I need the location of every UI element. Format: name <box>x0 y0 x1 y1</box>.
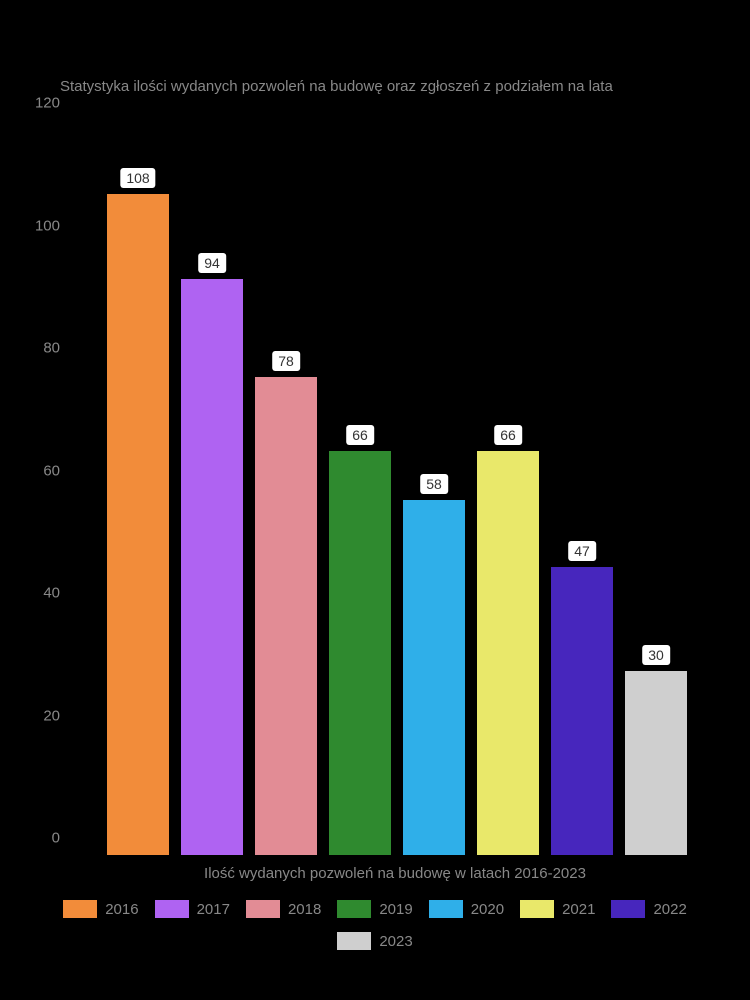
x-axis-label: Ilość wydanych pozwoleń na budowę w lata… <box>85 865 705 882</box>
bar-value-label: 78 <box>272 351 300 371</box>
bar: 58 <box>403 500 465 855</box>
legend-label: 2016 <box>105 901 138 918</box>
legend-label: 2017 <box>197 901 230 918</box>
bar: 66 <box>329 451 391 855</box>
y-tick-label: 0 <box>52 830 60 847</box>
legend-label: 2020 <box>471 901 504 918</box>
legend-label: 2019 <box>379 901 412 918</box>
legend-label: 2018 <box>288 901 321 918</box>
bar-value-label: 94 <box>198 253 226 273</box>
bar-value-label: 47 <box>568 541 596 561</box>
bar-value-label: 58 <box>420 474 448 494</box>
legend-label: 2021 <box>562 901 595 918</box>
bar-value-label: 66 <box>346 425 374 445</box>
chart-plot-area: 020406080100120 10894786658664730 Ilość … <box>85 120 705 855</box>
legend-item: 2023 <box>337 932 412 950</box>
legend-label: 2023 <box>379 933 412 950</box>
y-tick-label: 80 <box>43 340 60 357</box>
legend-item: 2021 <box>520 900 595 918</box>
bar-value-label: 108 <box>120 168 155 188</box>
y-tick-label: 20 <box>43 707 60 724</box>
legend-swatch <box>429 900 463 918</box>
legend-item: 2022 <box>611 900 686 918</box>
bar: 78 <box>255 377 317 855</box>
legend-item: 2019 <box>337 900 412 918</box>
bars-container: 10894786658664730 <box>85 120 705 855</box>
y-tick-label: 100 <box>35 217 60 234</box>
legend-swatch <box>246 900 280 918</box>
legend: 2016 2017 2018 2019 2020 2021 2022 2023 <box>0 900 750 950</box>
legend-label: 2022 <box>653 901 686 918</box>
bar-value-label: 66 <box>494 425 522 445</box>
legend-item: 2020 <box>429 900 504 918</box>
chart-title: Statystyka ilości wydanych pozwoleń na b… <box>60 78 613 95</box>
bar: 30 <box>625 671 687 855</box>
bar-value-label: 30 <box>642 645 670 665</box>
y-tick-label: 40 <box>43 585 60 602</box>
bar: 94 <box>181 279 243 855</box>
legend-swatch <box>155 900 189 918</box>
legend-item: 2017 <box>155 900 230 918</box>
legend-item: 2016 <box>63 900 138 918</box>
legend-swatch <box>337 900 371 918</box>
bar: 66 <box>477 451 539 855</box>
legend-swatch <box>611 900 645 918</box>
legend-swatch <box>63 900 97 918</box>
bar: 108 <box>107 194 169 856</box>
y-tick-label: 120 <box>35 95 60 112</box>
bar: 47 <box>551 567 613 855</box>
legend-swatch <box>337 932 371 950</box>
y-tick-label: 60 <box>43 462 60 479</box>
legend-swatch <box>520 900 554 918</box>
legend-item: 2018 <box>246 900 321 918</box>
